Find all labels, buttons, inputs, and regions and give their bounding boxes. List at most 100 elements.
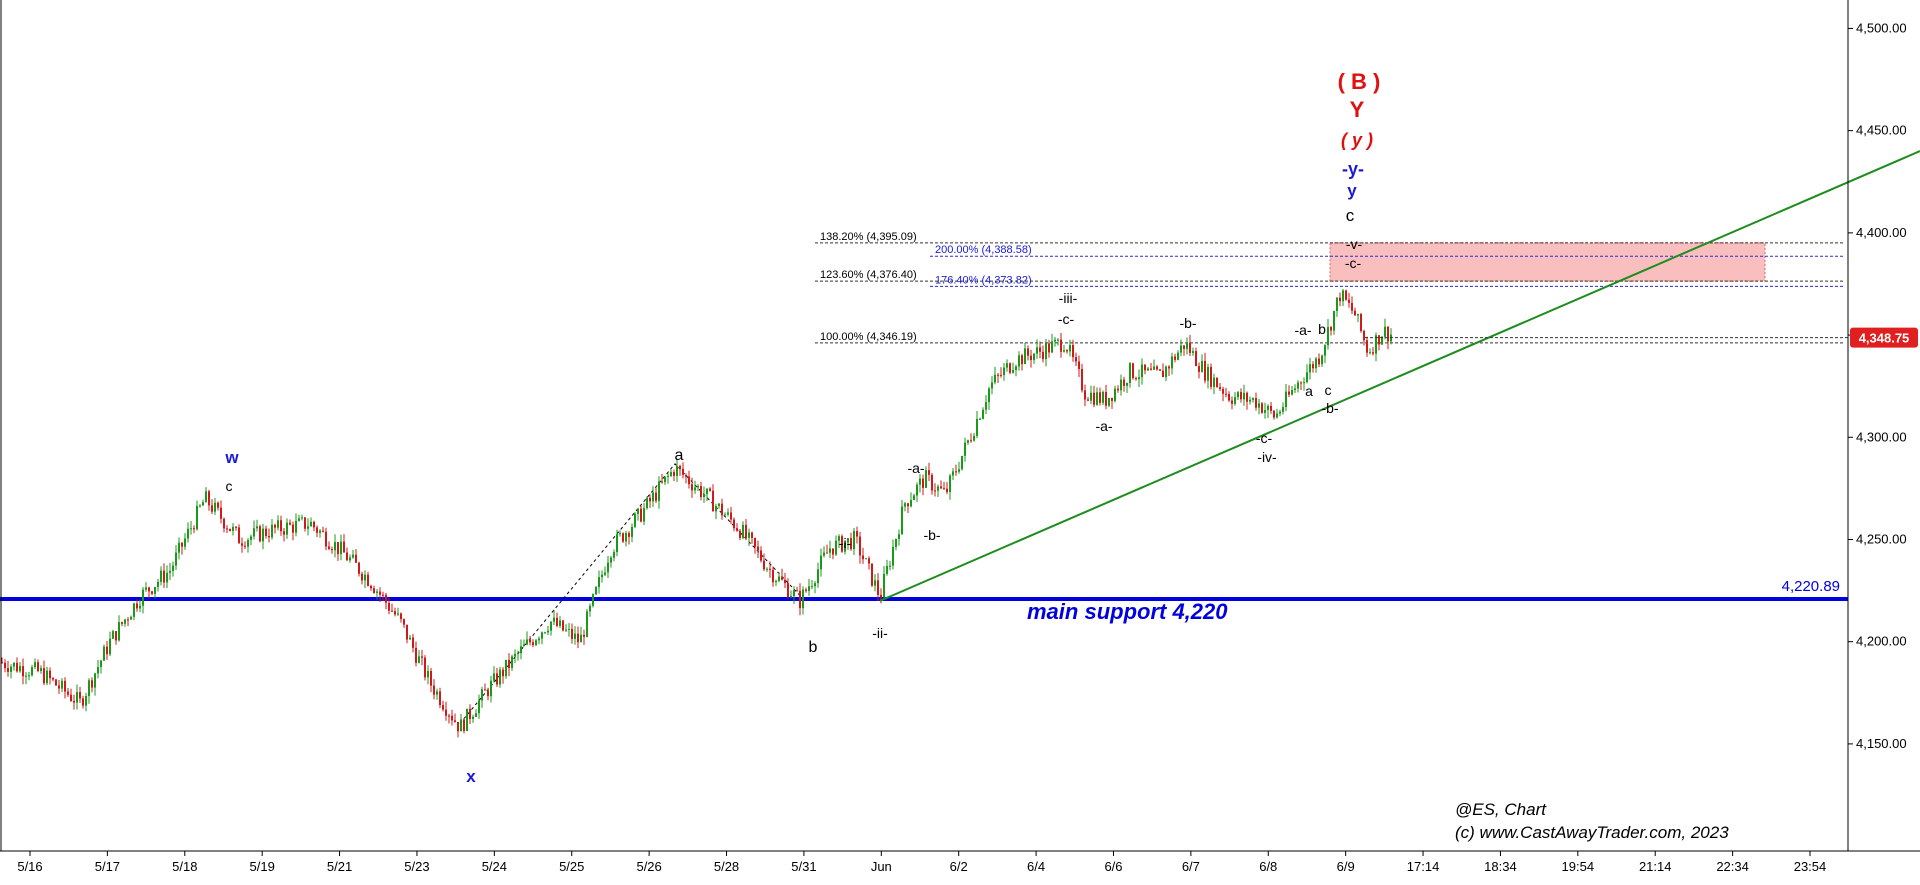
candle-body [148, 587, 150, 592]
candle-body [1234, 397, 1236, 404]
candle-body [520, 646, 522, 654]
candle-body [760, 550, 762, 561]
candle-body [358, 562, 360, 574]
candle-body [580, 634, 582, 643]
candle-body [28, 675, 30, 677]
candle-body [1363, 330, 1365, 341]
candle-body [655, 492, 657, 501]
candle-body [817, 569, 819, 584]
candle-body [628, 533, 630, 537]
candle-body [409, 637, 411, 640]
candle-body [1327, 327, 1329, 346]
candle-body [1372, 352, 1374, 354]
candle-body [1171, 356, 1173, 369]
wave-label: x [466, 767, 476, 786]
candle-body [1267, 405, 1269, 411]
x-tick-label: 5/18 [172, 859, 197, 874]
candle-body [1219, 387, 1221, 389]
candle-body [289, 522, 291, 525]
candle-body [574, 633, 576, 639]
candle-body [769, 568, 771, 570]
x-tick-label: 5/17 [95, 859, 120, 874]
last-price-label: 4,348.75 [1859, 331, 1910, 346]
wave-label: -c- [1256, 430, 1273, 446]
candle-body [868, 558, 870, 564]
x-tick-label: 6/2 [950, 859, 968, 874]
x-tick-label: 5/24 [482, 859, 507, 874]
fib-level-label: 200.00% (4,388.58) [935, 244, 1032, 256]
x-tick-label: 6/9 [1337, 859, 1355, 874]
candle-body [724, 514, 726, 516]
candle-body [814, 583, 816, 587]
candle-body [835, 540, 837, 555]
candle-body [1279, 411, 1281, 414]
candle-body [985, 402, 987, 410]
candle-body [1156, 366, 1158, 370]
candle-body [481, 689, 483, 701]
candle-body [460, 719, 462, 732]
candle-body [1297, 382, 1299, 389]
candle-body [1120, 379, 1122, 391]
candle-body [166, 572, 168, 583]
candle-body [1312, 364, 1314, 369]
candle-body [1189, 342, 1191, 353]
candle-body [508, 659, 510, 669]
candle-body [610, 557, 612, 563]
candle-body [925, 470, 927, 488]
candle-body [646, 497, 648, 509]
candle-body [979, 418, 981, 420]
candle-body [808, 586, 810, 591]
wave-label: -a- [1294, 322, 1311, 338]
candle-body [274, 524, 276, 528]
candle-body [331, 549, 333, 551]
candle-body [1153, 366, 1155, 370]
candle-body [1108, 397, 1110, 406]
candle-body [247, 539, 249, 547]
candle-body [412, 637, 414, 648]
candle-body [1204, 360, 1206, 381]
candle-body [1, 662, 3, 664]
candle-body [352, 554, 354, 558]
candle-body [547, 630, 549, 633]
candle-body [913, 495, 915, 501]
candle-body [472, 716, 474, 719]
candle-body [193, 528, 195, 530]
candle-body [262, 528, 264, 542]
candle-body [1174, 356, 1176, 360]
candle-body [1129, 363, 1131, 383]
candle-body [673, 472, 675, 476]
fib-level-label: 176.40% (4,373.82) [935, 274, 1032, 286]
candle-body [46, 670, 48, 684]
candle-body [241, 543, 243, 546]
candle-body [361, 573, 363, 581]
candle-body [355, 554, 357, 563]
candle-body [1330, 327, 1332, 331]
candle-body [190, 528, 192, 530]
candle-body [1243, 392, 1245, 400]
candle-body [307, 526, 309, 529]
y-tick-label: 4,400.00 [1856, 225, 1907, 240]
candle-body [571, 628, 573, 639]
wave-label: c [226, 478, 233, 494]
candle-body [391, 610, 393, 612]
candle-body [1069, 345, 1071, 352]
candle-body [1315, 358, 1317, 369]
candle-body [880, 594, 882, 598]
wave-label: a [1305, 383, 1313, 399]
candle-body [709, 488, 711, 491]
candle-body [742, 524, 744, 538]
candle-body [1225, 393, 1227, 395]
x-tick-label: 6/6 [1104, 859, 1122, 874]
copyright-label: (c) www.CastAwayTrader.com, 2023 [1455, 823, 1729, 842]
candle-body [1339, 297, 1341, 302]
candle-body [1210, 366, 1212, 387]
candle-body [127, 619, 129, 621]
candle-body [31, 667, 33, 676]
candle-body [940, 486, 942, 489]
candle-body [1366, 340, 1368, 353]
candle-body [796, 590, 798, 592]
candle-body [1144, 364, 1146, 371]
candle-body [265, 528, 267, 537]
candle-body [202, 502, 204, 506]
candle-body [994, 374, 996, 383]
